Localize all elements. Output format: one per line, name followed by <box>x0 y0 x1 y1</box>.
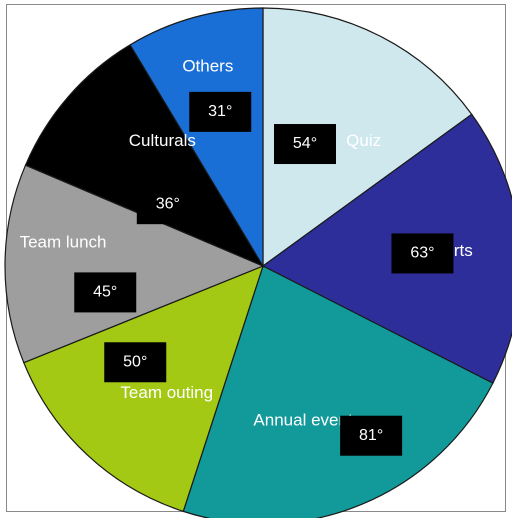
pie-slices <box>4 7 512 518</box>
value-label-annual-event: 81° <box>359 427 383 444</box>
slice-label-annual-event: Annual event <box>253 410 353 429</box>
pie-slice-others <box>129 7 264 269</box>
value-box-quiz <box>273 124 336 165</box>
pie-slice-sports <box>261 113 512 384</box>
pie-slice-culturals <box>24 44 265 268</box>
value-label-culturals: 36° <box>156 195 180 212</box>
value-box-team-outing <box>104 342 167 383</box>
slice-label-others: Others <box>182 57 233 76</box>
pie-slice-quiz <box>262 7 473 268</box>
slice-label-team-lunch: Team lunch <box>20 233 107 252</box>
slice-label-quiz: Quiz <box>346 131 381 150</box>
slice-label-team-outing: Team outing <box>120 383 213 402</box>
pie-slice-team-lunch <box>4 164 265 364</box>
value-label-sports: 63° <box>410 245 434 262</box>
slice-label-culturals: Culturals <box>129 131 196 150</box>
value-label-quiz: 54° <box>293 135 317 152</box>
value-box-annual-event <box>340 415 403 456</box>
value-label-team-outing: 50° <box>123 353 147 370</box>
value-box-sports <box>391 233 454 274</box>
value-box-others <box>189 91 252 132</box>
value-label-others: 31° <box>208 103 232 120</box>
value-box-culturals <box>136 184 199 225</box>
pie-slice-annual-event <box>182 265 494 518</box>
value-label-team-lunch: 45° <box>93 284 117 301</box>
value-box-team-lunch <box>74 272 137 313</box>
pie-slice-team-outing <box>23 264 264 513</box>
